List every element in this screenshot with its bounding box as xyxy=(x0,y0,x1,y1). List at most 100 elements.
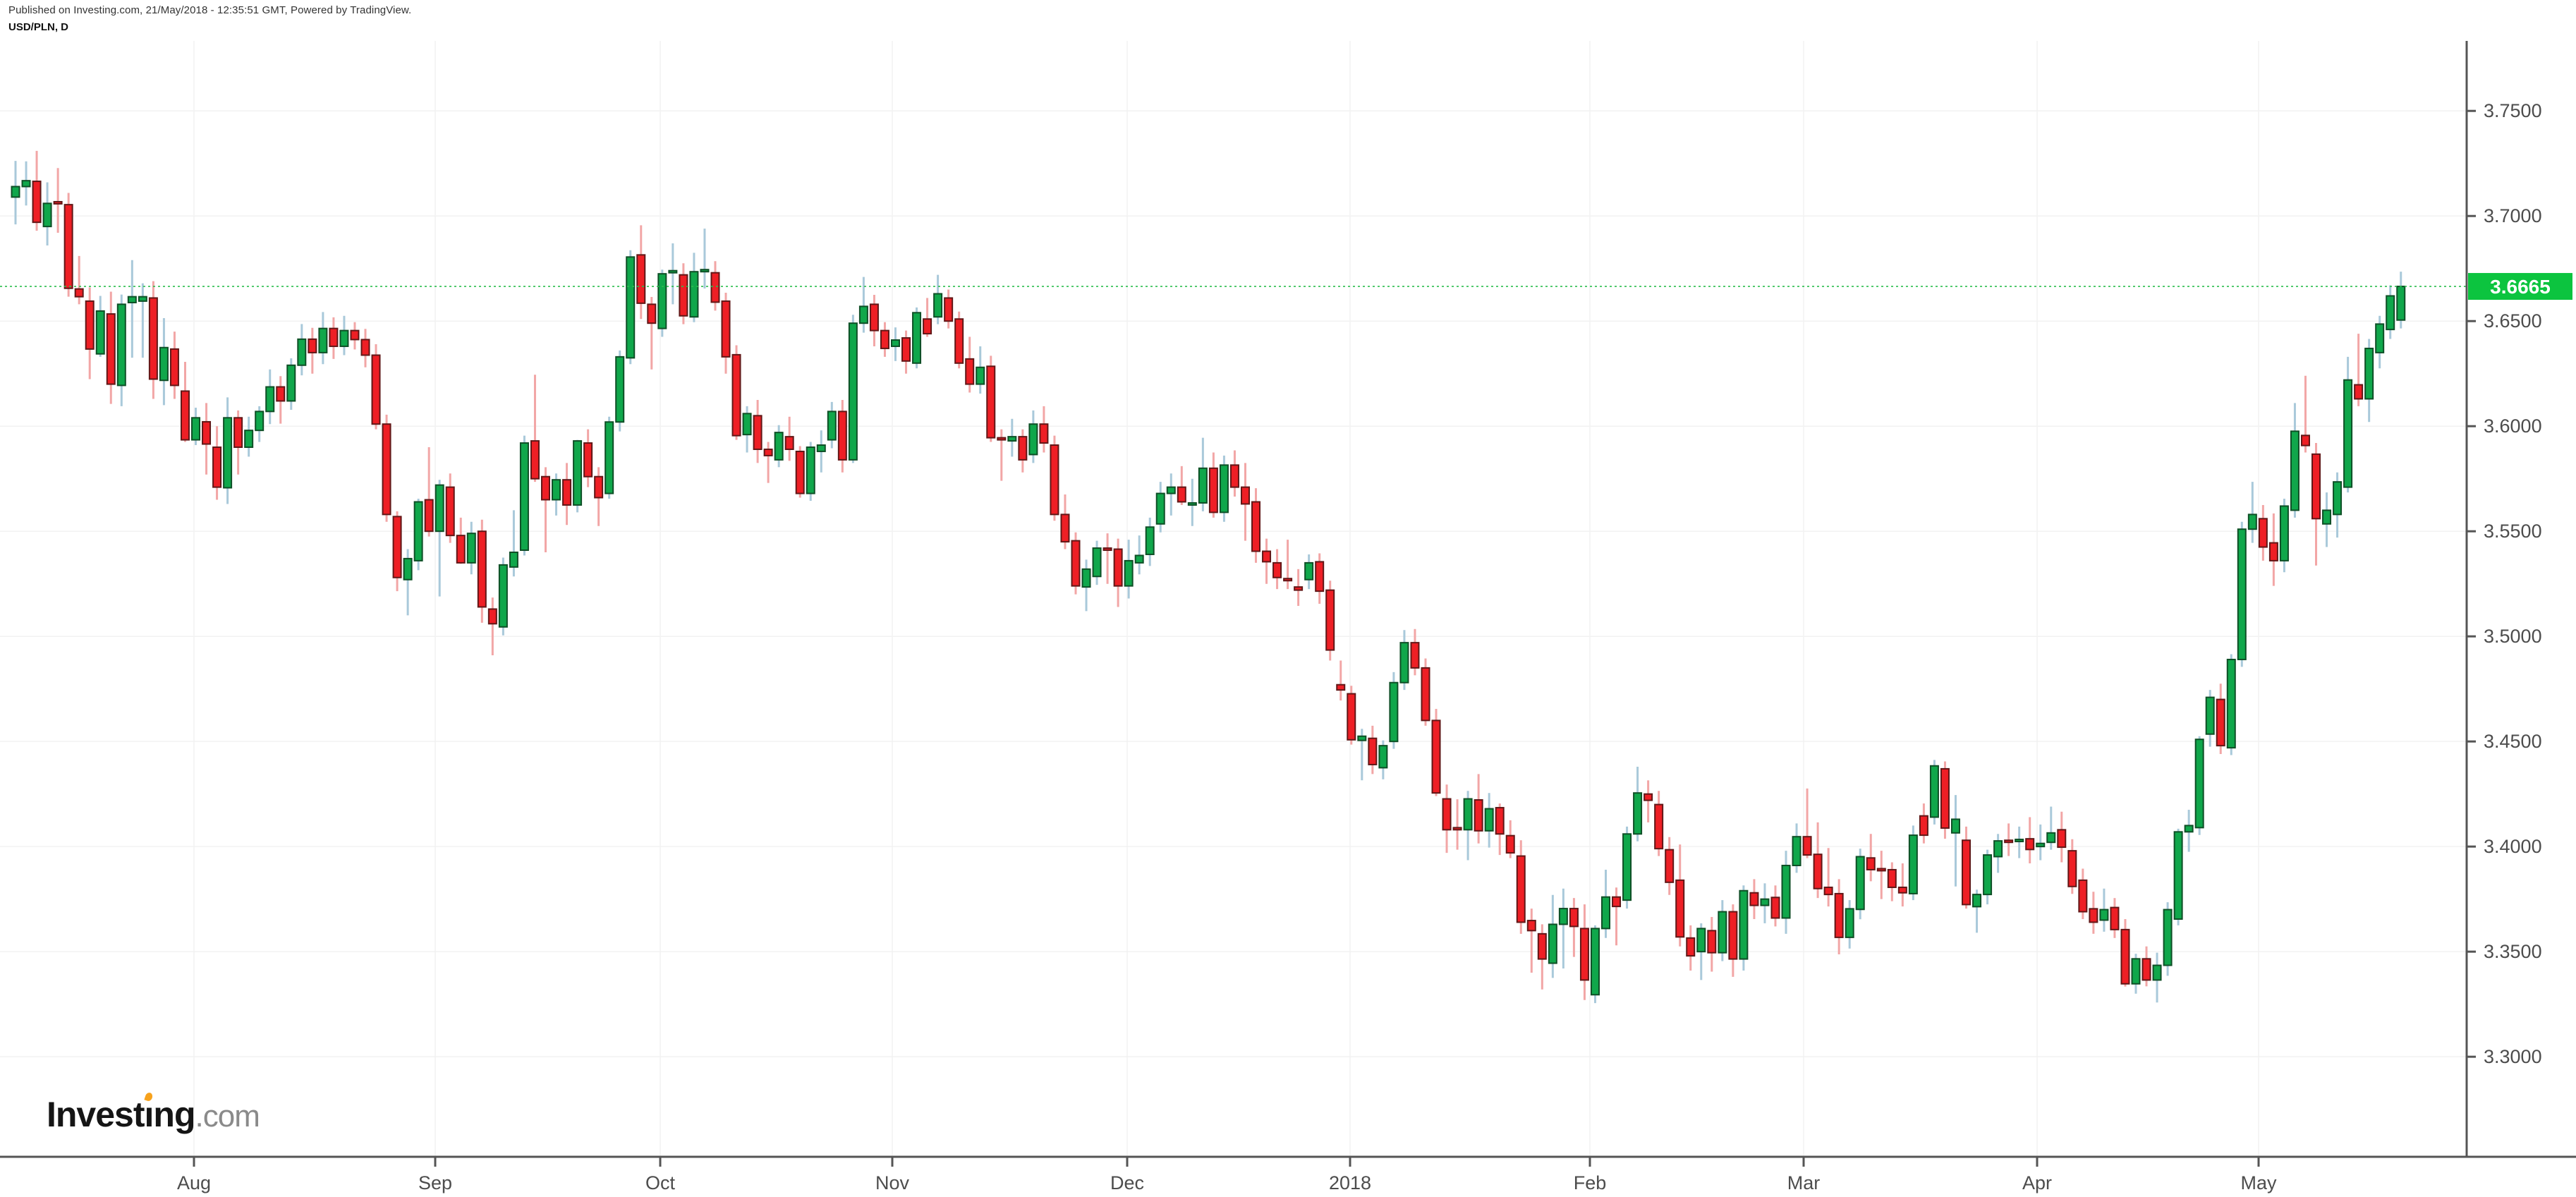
candle-up xyxy=(2015,839,2024,843)
candle-up xyxy=(1028,423,1038,456)
candle-down xyxy=(1050,444,1059,516)
candle-down xyxy=(1897,886,1907,894)
candle-down xyxy=(2004,839,2014,844)
candle-up xyxy=(1718,911,1727,954)
candle-up xyxy=(2099,909,2109,921)
candle-up xyxy=(265,386,275,413)
candle-up xyxy=(2237,528,2247,660)
candle-up xyxy=(318,327,328,353)
candle-down xyxy=(923,318,932,335)
candle-up xyxy=(1855,856,1865,911)
candle-down xyxy=(85,300,95,350)
candle-down xyxy=(1537,932,1547,960)
candle-down xyxy=(2311,453,2321,520)
gridlines xyxy=(0,41,2467,1157)
candle-down xyxy=(2078,879,2088,913)
candle-up xyxy=(615,356,625,423)
candle-up xyxy=(2322,509,2332,525)
candle-down xyxy=(1654,803,1664,850)
candle-up xyxy=(498,564,508,628)
candle-down xyxy=(445,486,455,537)
candle-down xyxy=(2025,838,2035,851)
candle-up xyxy=(244,430,254,449)
price-tick-label: 3.6500 xyxy=(2484,310,2542,332)
candle-up xyxy=(1378,745,1388,769)
candle-up xyxy=(297,338,307,366)
candle-down xyxy=(1728,911,1738,960)
candle-up xyxy=(2333,481,2343,516)
candle-down xyxy=(2110,906,2120,930)
candle-down xyxy=(276,386,286,402)
candle-down xyxy=(1018,436,1028,461)
candle-down xyxy=(1410,642,1420,669)
candle-down xyxy=(2141,958,2151,981)
candle-down xyxy=(1315,561,1325,593)
candle-down xyxy=(1569,908,1579,928)
candle-down xyxy=(901,337,911,362)
price-tick-label: 3.4500 xyxy=(2484,731,2542,752)
candle-down xyxy=(1495,807,1505,835)
candle-up xyxy=(1548,923,1557,964)
candle-down xyxy=(710,272,720,303)
price-tick-label: 3.3500 xyxy=(2484,941,2542,962)
candle-up xyxy=(1972,894,1982,908)
candle-up xyxy=(2279,505,2289,561)
candle-down xyxy=(63,204,73,289)
candle-down xyxy=(1229,464,1239,488)
candle-down xyxy=(2057,829,2067,849)
candle-down xyxy=(477,530,487,608)
candle-down xyxy=(350,329,360,341)
candle-up xyxy=(509,551,518,568)
candle-down xyxy=(1347,693,1356,741)
candle-down xyxy=(795,450,805,494)
time-tick-label: Aug xyxy=(177,1172,211,1193)
candles-layer xyxy=(11,150,2406,1004)
time-axis[interactable]: Aug Sep Oct Nov Dec 2018 Feb Mar Apr May xyxy=(0,1155,2576,1193)
candle-down xyxy=(1039,423,1049,444)
candle-down xyxy=(106,313,116,385)
investing-com-logo: Investı ng.com xyxy=(47,1091,260,1135)
candle-down xyxy=(329,327,339,347)
candle-up xyxy=(2205,696,2215,735)
candle-up xyxy=(11,186,20,198)
candle-down xyxy=(731,353,741,437)
candle-down xyxy=(1876,868,1886,872)
candle-up xyxy=(1590,928,1600,996)
candle-up xyxy=(2226,658,2236,749)
candle-up xyxy=(668,269,678,274)
candle-down xyxy=(837,411,847,461)
candle-down xyxy=(456,535,466,564)
candle-up xyxy=(604,421,614,494)
candle-up xyxy=(1357,735,1367,741)
candle-up xyxy=(2163,909,2173,966)
candle-up xyxy=(1219,464,1229,514)
price-tick-label: 3.6000 xyxy=(2484,415,2542,437)
candle-down xyxy=(869,303,879,332)
candle-up xyxy=(2343,379,2353,488)
candle-up xyxy=(1389,681,1399,743)
candle-up xyxy=(1601,896,1610,930)
price-axis[interactable]: 3.7500 3.7000 3.6500 3.6000 3.5500 3.5000 3.45… xyxy=(2465,41,2542,1157)
candle-up xyxy=(976,366,985,385)
candle-down xyxy=(382,423,391,516)
candle-down xyxy=(392,516,402,578)
candle-up xyxy=(912,312,922,364)
candle-up xyxy=(848,322,858,461)
candle-down xyxy=(721,300,731,358)
candle-up xyxy=(742,413,752,436)
candle-down xyxy=(1866,857,1876,870)
candle-up xyxy=(159,346,169,382)
candle-down xyxy=(753,415,763,450)
candle-up xyxy=(1781,864,1791,919)
candle-up xyxy=(827,411,837,441)
candle-down xyxy=(360,339,370,356)
candle-down xyxy=(371,354,381,425)
candle-up xyxy=(1187,502,1197,506)
candle-up xyxy=(2364,347,2374,400)
candle-down xyxy=(424,499,434,533)
candle-down xyxy=(1368,737,1378,765)
time-tick-label: Feb xyxy=(1574,1172,1607,1193)
candle-down xyxy=(1113,548,1123,587)
badge-rect xyxy=(2468,273,2572,300)
